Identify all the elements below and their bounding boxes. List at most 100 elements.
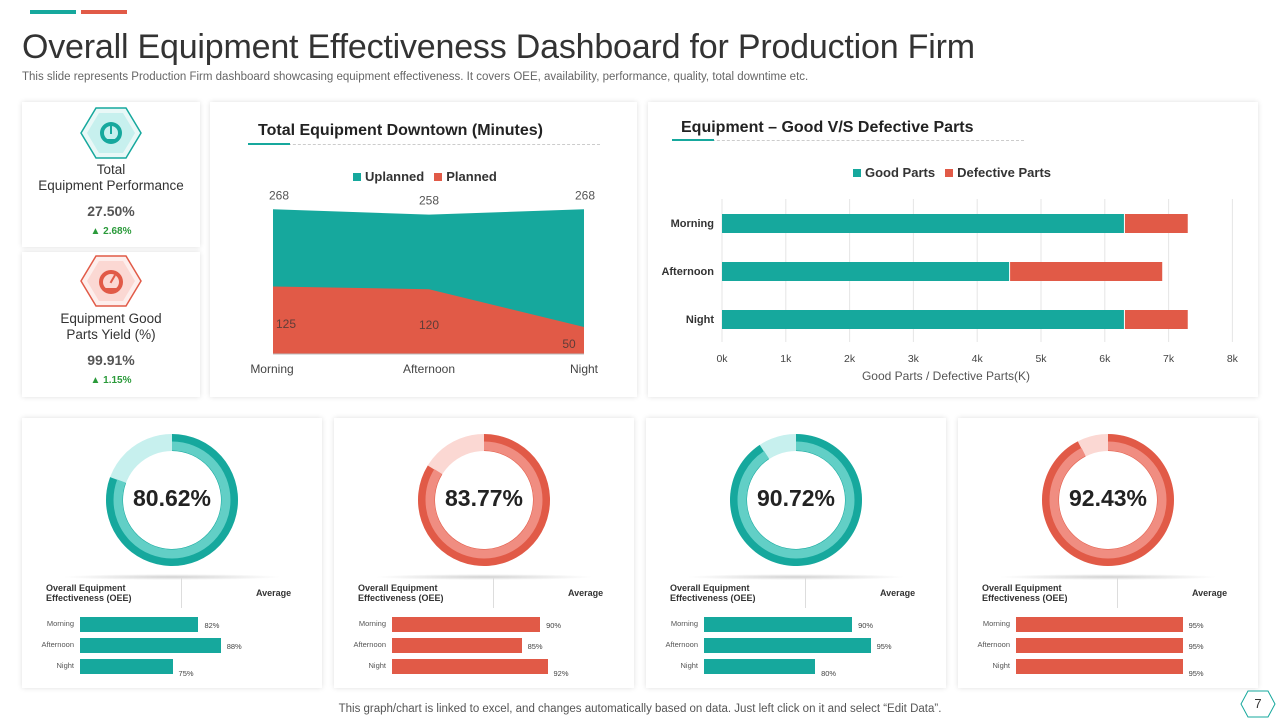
oee-donut: [106, 434, 238, 566]
oee-card: 83.77% Overall Equipment Effectiveness (OE…: [334, 418, 634, 688]
donut-shadow: [374, 574, 594, 580]
oee-row-percent: 90%: [858, 621, 874, 630]
x-tick-label: 4k: [972, 353, 984, 365]
oee-row-label: Afternoon: [41, 640, 74, 649]
legend-item-planned: Planned: [434, 169, 497, 184]
up-arrow-icon: ▲: [90, 375, 101, 386]
oee-header-separator: [493, 578, 494, 608]
oee-row-percent: 90%: [546, 621, 562, 630]
oee-header-line2: Effectiveness (OEE): [670, 593, 756, 603]
title-accent: [672, 139, 714, 141]
kpi-label-line2: Equipment Performance: [38, 178, 184, 193]
donut-hole: [124, 452, 220, 548]
legend-label: Uplanned: [365, 169, 425, 184]
oee-header-label: Overall Equipment Effectiveness (OEE): [46, 583, 132, 603]
oee-header-label: Overall Equipment Effectiveness (OEE): [670, 583, 756, 603]
oee-row-label: Afternoon: [353, 640, 386, 649]
oee-row-percent: 95%: [1188, 621, 1204, 630]
accent-bar-red: [81, 10, 127, 14]
oee-row-percent: 88%: [226, 642, 242, 651]
data-label-unplanned: 258: [419, 194, 439, 208]
x-tick-label: 6k: [1099, 353, 1111, 365]
oee-header-line1: Overall Equipment: [670, 583, 750, 593]
oee-row-bar: [1016, 659, 1183, 674]
kpi-card-yield: Equipment Good Parts Yield (%) 99.91% ▲ …: [22, 252, 200, 397]
oee-row-label: Afternoon: [665, 640, 698, 649]
bar-good-parts: [722, 262, 1010, 281]
oee-row-bar: [392, 638, 522, 653]
oee-average-label: Average: [880, 588, 916, 598]
oee-row-label: Morning: [358, 619, 386, 628]
oee-header-label: Overall Equipment Effectiveness (OEE): [358, 583, 444, 603]
oee-row-bar: [392, 659, 548, 674]
oee-card: 92.43% Overall Equipment Effectiveness (OE…: [958, 418, 1258, 688]
oee-row-bar: [80, 659, 173, 674]
bar-good-parts: [722, 310, 1124, 329]
oee-donut: [418, 434, 550, 566]
page-number: 7: [1254, 696, 1261, 711]
donut-shadow: [62, 574, 282, 580]
oee-row-percent: 85%: [527, 642, 543, 651]
parts-bar-chart: 0k 1k 2k 3k 4k 5k 6k 7k 8k Morning Afternoon Night G…: [661, 199, 1239, 383]
kpi-label-line1: Equipment Good: [60, 311, 162, 326]
x-tick-label: 5k: [1035, 353, 1047, 365]
donut-arc-inner: [1049, 441, 1167, 559]
oee-average-label: Average: [568, 588, 604, 598]
oee-row-label: Afternoon: [977, 640, 1010, 649]
y-tick-label: Morning: [671, 218, 714, 230]
up-arrow-icon: ▲: [90, 226, 101, 237]
oee-row-percent: 75%: [178, 669, 194, 678]
x-tick-label: 8k: [1227, 353, 1239, 365]
donut-hole: [436, 452, 532, 548]
oee-average-label: Average: [256, 588, 292, 598]
footer-note: This graph/chart is linked to excel, and…: [338, 703, 942, 715]
oee-row-percent: 92%: [553, 669, 569, 678]
oee-value: 83.77%: [444, 485, 523, 511]
y-tick-label: Night: [686, 314, 714, 326]
oee-row-percent: 95%: [1188, 642, 1204, 651]
oee-value: 80.62%: [132, 485, 211, 511]
oee-row-bar: [1016, 638, 1183, 653]
legend-item-defective: Defective Parts: [945, 165, 1051, 180]
oee-row-label: Morning: [670, 619, 698, 628]
oee-header-line1: Overall Equipment: [46, 583, 126, 593]
legend-item-unplanned: Uplanned: [353, 169, 424, 184]
oee-value: 92.43%: [1068, 485, 1147, 511]
oee-header-line2: Effectiveness (OEE): [46, 593, 132, 603]
title-divider: [248, 144, 600, 145]
donut-arc-inner: [737, 441, 855, 559]
bar-good-parts: [722, 214, 1124, 233]
donut-shadow: [686, 574, 906, 580]
downtime-chart-title: Total Equipment Downtown (Minutes): [258, 122, 543, 139]
oee-card: 90.72% Overall Equipment Effectiveness (OE…: [646, 418, 946, 688]
data-label-unplanned: 268: [575, 188, 595, 202]
kpi-card-performance: Total Equipment Performance 27.50% ▲ 2.6…: [22, 102, 200, 247]
oee-row-percent: 95%: [1188, 669, 1204, 678]
x-tick-label: 0k: [716, 353, 728, 365]
oee-donut: [730, 434, 862, 566]
oee-row-label: Night: [680, 661, 698, 670]
oee-header-separator: [1117, 578, 1118, 608]
legend-label: Defective Parts: [957, 165, 1052, 180]
legend-swatch: [853, 168, 861, 177]
parts-chart-card: Equipment – Good V/S Defective Parts Goo…: [648, 102, 1258, 397]
data-label-unplanned: 268: [269, 188, 289, 202]
bar-defective-parts: [1010, 262, 1163, 281]
x-tick-label: 2k: [844, 353, 856, 365]
downtime-area-chart: 268 258 268 125 120 50 Morning Afternoon Night: [250, 188, 598, 376]
x-tick-label: Afternoon: [403, 362, 455, 376]
legend-label: Good Parts: [865, 165, 936, 180]
donut-arc-inner: [425, 441, 543, 559]
oee-header-line2: Effectiveness (OEE): [358, 593, 444, 603]
donut-hole: [748, 452, 844, 548]
oee-row-bar: [80, 617, 199, 632]
kpi-delta: 1.15%: [103, 375, 132, 386]
x-tick-label: Morning: [250, 362, 293, 376]
legend-label: Planned: [446, 169, 497, 184]
legend-swatch: [434, 172, 443, 181]
title-divider: [672, 140, 1024, 141]
donut-arc-inner: [113, 441, 231, 559]
oee-row-bar: [80, 638, 221, 653]
oee-row-bar: [392, 617, 541, 632]
oee-card: 80.62% Overall Equipment Effectiveness (OE…: [22, 418, 322, 688]
